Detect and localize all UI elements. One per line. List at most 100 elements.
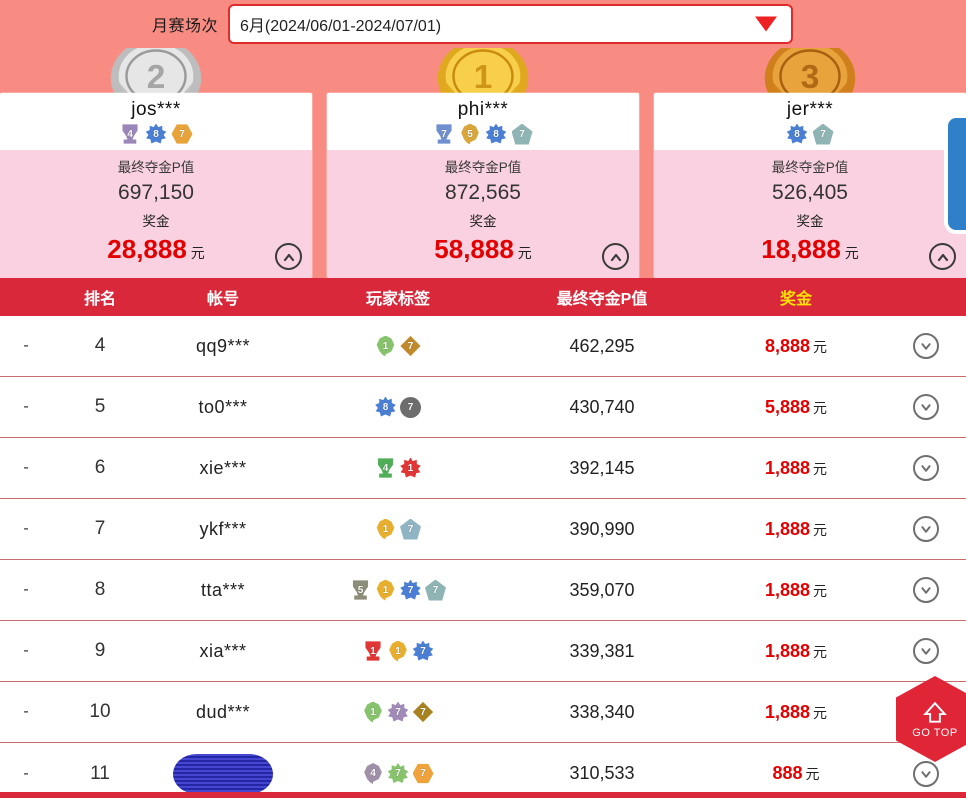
chevron-down-icon [921,770,931,778]
player-tag-star-icon: 8 [485,123,507,144]
season-select-value: 6月(2024/06/01-2024/07/01) [240,18,442,35]
player-tag-pent-icon: 7 [400,518,421,540]
row-rank: 11 [90,762,110,784]
player-tag-cup-icon: 7 [436,124,452,144]
row-expand-button[interactable] [913,394,939,420]
season-label: 月赛场次 [152,18,219,35]
svg-text:2: 2 [147,59,166,96]
row-rank: 7 [94,518,106,539]
row-rank: 10 [89,701,111,722]
player-tag-star-icon: 7 [387,763,409,783]
row-rank: 6 [94,457,106,478]
header-final-points: 最终夺金P值 [556,291,648,308]
season-select[interactable]: 6月(2024/06/01-2024/07/01) [228,4,794,44]
row-rank: 4 [94,335,106,356]
row-account: to0*** [198,396,248,417]
podium-points-label: 最终夺金P值 [117,160,195,175]
player-tag-medal-icon: 1 [376,335,395,357]
podium-points-value: 526,405 [772,181,848,204]
row-prize: 1,888 元 [764,579,828,600]
podium-name-area: phi*** 7 5 8 7 [327,93,639,150]
row-points: 339,381 [569,640,635,661]
row-expand-button[interactable] [913,516,939,542]
podium-bonus-value: 58,888 元 [434,234,532,264]
podium-card-body: 最终夺金P值 697,150 奖金 28,888 元 [0,150,312,278]
podium-bonus-unit: 元 [513,245,532,261]
podium-bonus-label: 奖金 [469,214,497,229]
row-prize: 888 元 [772,763,820,783]
podium-card: jer*** 8 7 最终夺金P值 526,405 奖金 18,888 元 [654,93,966,278]
player-tag-cup-icon: 4 [122,124,138,144]
row-expand-button[interactable] [913,333,939,359]
podium-card: jos*** 4 8 7 最终夺金P值 697,150 奖金 28,888 元 [0,93,312,278]
row-points: 338,340 [569,701,635,722]
podium-points-label: 最终夺金P值 [444,160,522,175]
player-tag-star-icon: 8 [375,396,396,417]
row-expand-button[interactable] [913,455,939,481]
podium-card-body: 最终夺金P值 872,565 奖金 58,888 元 [327,150,639,278]
row-account: xia*** [199,640,247,661]
podium-points-value: 872,565 [445,181,521,204]
row-points: 390,990 [569,518,635,539]
header-prize: 奖金 [779,291,812,308]
row-prize: 1,888 元 [764,701,828,722]
row-points: 462,295 [569,335,635,356]
row-trend: - [23,398,29,415]
row-account: ykf*** [199,518,247,539]
podium-points-label: 最终夺金P值 [771,160,849,175]
podium-expand-button[interactable] [275,243,302,270]
arrow-up-icon [923,701,947,723]
podium-name-area: jer*** 8 7 [654,93,966,150]
podium-bonus-value: 28,888 元 [107,234,205,264]
row-points: 430,740 [569,396,635,417]
player-tag-pent-icon: 7 [812,123,834,145]
row-expand-button[interactable] [913,760,939,787]
chevron-down-icon [921,404,931,411]
header-rank: 排名 [83,291,116,308]
row-trend: - [23,459,29,476]
side-panel-tab[interactable] [944,114,966,234]
podium-card-place-3: 3 jer*** 8 7 最终夺金P值 526,405 奖金 18,888 元 [654,38,966,278]
player-tag-medal-icon: 1 [364,701,382,723]
chevron-up-icon [610,253,621,261]
filter-bar: 月赛场次 6月(2024/06/01-2024/07/01) [0,0,966,48]
chevron-down-icon [921,343,931,350]
chevron-up-icon [283,253,294,261]
podium-expand-button[interactable] [602,243,629,270]
podium-expand-button[interactable] [929,243,956,270]
podium-bonus-unit: 元 [840,245,859,261]
player-tag-hex-icon: 7 [412,763,434,784]
row-expand-button[interactable] [913,638,939,664]
podium-bonus-label: 奖金 [796,214,824,229]
player-tag-circ-icon: 7 [400,396,421,418]
row-expand-button[interactable] [913,577,939,603]
podium-points-value: 697,150 [118,181,194,204]
go-top-label: GO TOP [912,726,958,739]
player-tag-star-icon: 1 [400,457,421,478]
podium-player-name: jer*** [786,99,834,120]
podium-card-place-2: 2 jos*** 4 8 7 最终夺金P值 697,150 奖金 28,888 元 [0,38,312,278]
player-tag-cup-icon: 4 [377,458,394,478]
row-trend: - [23,520,29,537]
player-tag-cup-icon: 5 [352,580,369,600]
row-prize: 1,888 元 [764,518,828,539]
player-tag-dia-icon: 7 [412,701,434,723]
podium: 2 jos*** 4 8 7 最终夺金P值 697,150 奖金 28,888 元 1 … [0,38,966,278]
player-tag-medal-icon: 1 [376,579,395,601]
row-trend: - [23,764,29,782]
row-points: 359,070 [569,579,635,600]
row-points: 392,145 [569,457,635,478]
player-tag-pent-icon: 7 [425,579,446,601]
